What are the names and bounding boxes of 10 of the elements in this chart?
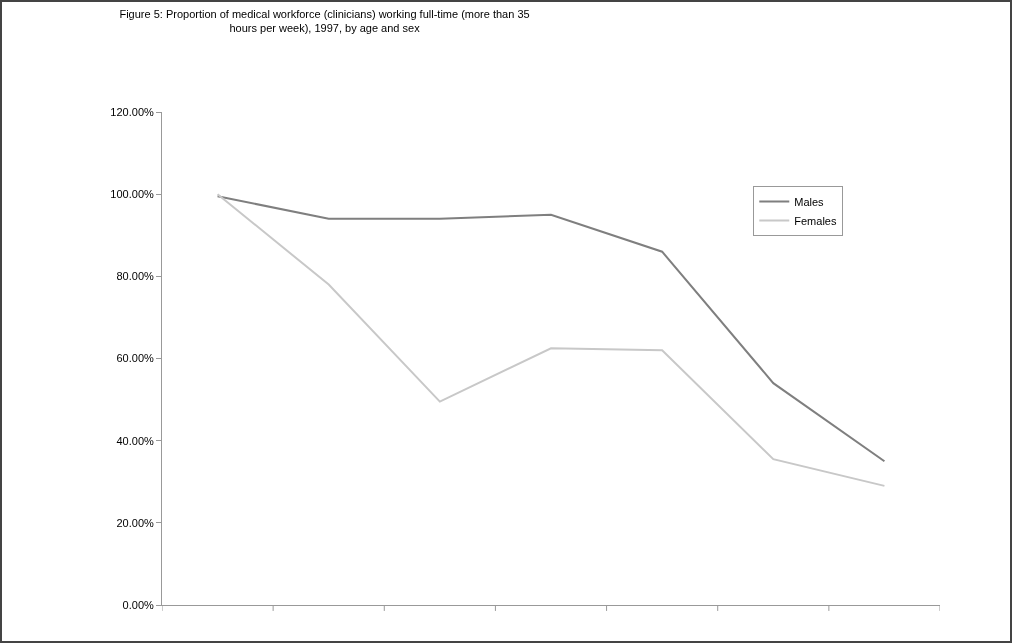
legend-label: Females: [794, 214, 837, 227]
legend-label: Males: [794, 195, 825, 208]
y-tick-label: 80.00%: [116, 270, 155, 283]
chart-title: Figure 5: Proportion of medical workforce (clinicians) working full-time (more than 35 hours per week), 1997, by age and sex: [119, 7, 530, 35]
y-tick-label: 0.00%: [122, 598, 155, 611]
y-tick-label: 60.00%: [116, 352, 155, 365]
y-tick-label: 100.00%: [110, 188, 155, 201]
y-tick-label: 40.00%: [116, 434, 155, 447]
y-tick-label: 20.00%: [116, 516, 155, 529]
y-tick-label: 120.00%: [110, 105, 155, 118]
